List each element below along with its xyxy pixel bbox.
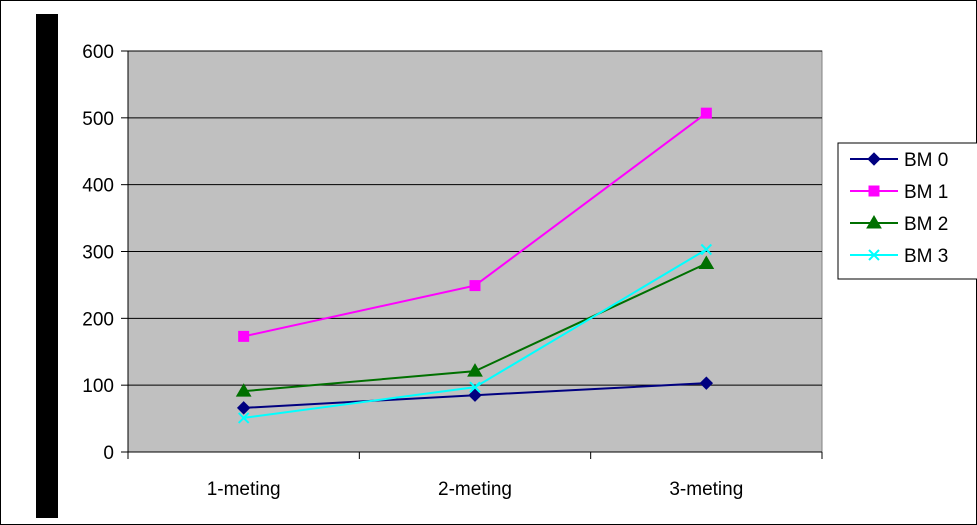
legend-label-bm2: BM 2 — [904, 214, 948, 235]
x-tick-label: 1-meting — [207, 479, 281, 500]
data-point-bm0 — [699, 376, 714, 390]
data-point-bm0 — [236, 401, 251, 415]
data-point-bm3 — [700, 243, 713, 256]
data-point-bm3 — [469, 381, 481, 393]
y-tick-label: 400 — [82, 176, 114, 197]
data-point-bm3-stroke — [469, 381, 481, 393]
legend-marker-bm3 — [868, 249, 880, 261]
data-point-bm1 — [238, 330, 250, 342]
legend-marker-bm0 — [867, 152, 881, 166]
y-tick-label: 600 — [82, 42, 114, 63]
data-point-bm2 — [235, 383, 252, 397]
data-point-bm2 — [467, 363, 483, 377]
data-point-bm3 — [237, 412, 250, 424]
y-tick-label: 300 — [82, 243, 114, 264]
data-point-bm2 — [698, 255, 715, 270]
data-point-bm1 — [700, 107, 712, 119]
left-black-bar — [36, 14, 58, 518]
legend-label-bm0: BM 0 — [904, 150, 948, 171]
legend-marker-bm3-stroke — [868, 249, 880, 261]
y-tick-label: 0 — [103, 443, 114, 464]
legend-label-bm3: BM 3 — [904, 246, 948, 267]
data-point-bm3-stroke — [237, 412, 250, 424]
legend-marker-bm2 — [866, 215, 882, 229]
legend-box — [837, 142, 977, 280]
y-tick-label: 500 — [82, 109, 114, 130]
data-point-bm1 — [469, 280, 481, 292]
data-point-bm3-stroke — [700, 243, 713, 256]
legend-label-bm1: BM 1 — [904, 182, 948, 203]
data-point-bm0 — [468, 388, 482, 402]
x-tick-label: 2-meting — [438, 479, 512, 500]
y-tick-label: 100 — [82, 376, 114, 397]
legend-marker-bm1 — [868, 185, 880, 197]
y-tick-label: 200 — [82, 309, 114, 330]
x-tick-label: 3-meting — [669, 479, 743, 500]
